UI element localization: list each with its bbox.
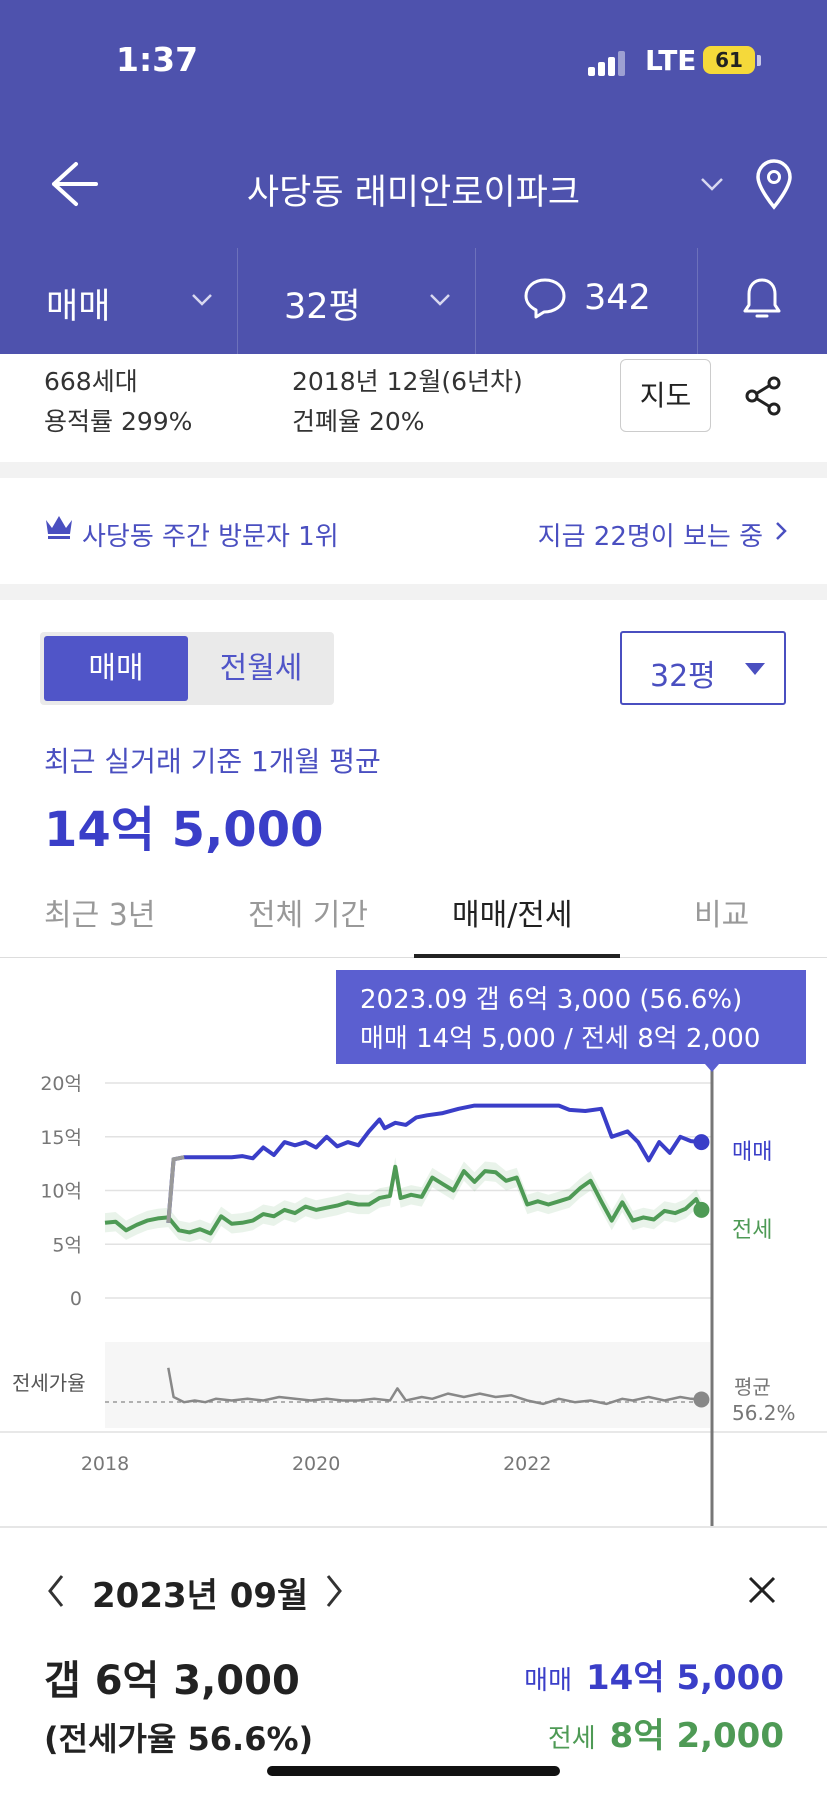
- tooltip-line2: 매매 14억 5,000 / 전세 8억 2,000: [360, 1024, 760, 1054]
- average-price: 14억 5,000: [44, 802, 324, 858]
- sale-marker: [693, 1134, 710, 1151]
- visitor-banner[interactable]: 사당동 주간 방문자 1위 지금 22명이 보는 중: [0, 478, 827, 584]
- detail-divider: [0, 1526, 827, 1528]
- status-bar: 1:37 LTE 61: [0, 0, 827, 120]
- y-tick-label: 15억: [40, 1127, 82, 1149]
- y-tick-label: 20억: [40, 1073, 82, 1095]
- tab-all-period[interactable]: 전체 기간: [248, 898, 368, 933]
- prev-month-button[interactable]: [44, 1572, 68, 1610]
- x-tick-label: 2020: [292, 1453, 340, 1475]
- size-select[interactable]: 32평: [620, 631, 786, 705]
- y-tick-label: 5억: [52, 1234, 82, 1256]
- signal-icon: [588, 50, 628, 76]
- app-header: 1:37 LTE 61 사당동 래미안로이파크 매매 32평: [0, 0, 827, 354]
- crown-icon: [46, 516, 72, 539]
- chart-series: [104, 1103, 704, 1406]
- complex-info: 668세대 용적률 299% 2018년 12월(6년차) 건폐율 20% 지도: [0, 354, 827, 462]
- title-bar: 사당동 래미안로이파크: [0, 140, 827, 230]
- size-select-value: 32평: [650, 659, 716, 694]
- home-indicator: [267, 1766, 560, 1776]
- filter-bar: 매매 32평 342: [0, 248, 827, 354]
- size-label: 32평: [284, 287, 361, 327]
- jeonse-marker: [693, 1201, 710, 1218]
- legend-average: 평균: [734, 1375, 771, 1399]
- chevron-down-icon[interactable]: [698, 174, 726, 194]
- battery-icon: 61: [703, 46, 755, 74]
- y-tick-label: 0: [70, 1288, 82, 1310]
- section-divider: [0, 584, 827, 600]
- ratio-band: [105, 1342, 710, 1428]
- tab-recent-3y[interactable]: 최근 3년: [44, 898, 156, 933]
- x-axis-ticks: 2018 2020 2022: [81, 1453, 552, 1475]
- y-axis-ticks: 20억 15억 10억 5억 0: [40, 1073, 82, 1310]
- back-arrow-icon[interactable]: [48, 160, 100, 208]
- tooltip-pointer: [705, 1064, 719, 1072]
- chevron-down-icon: [192, 294, 212, 306]
- jeonse-price-label: 전세: [547, 1724, 596, 1754]
- households: 668세대: [44, 367, 138, 396]
- legend-average-value: 56.2%: [732, 1401, 796, 1425]
- legend-jeonse: 전세: [732, 1218, 772, 1243]
- live-viewers: 지금 22명이 보는 중: [537, 522, 763, 552]
- map-button[interactable]: 지도: [620, 359, 711, 432]
- trade-type-label: 매매: [46, 287, 111, 327]
- average-label: 최근 실거래 기준 1개월 평균: [44, 745, 381, 778]
- notification-button[interactable]: [698, 248, 827, 354]
- chevron-right-icon: [776, 522, 787, 540]
- tab-sale-jeonse[interactable]: 매매/전세: [452, 898, 573, 933]
- selected-month: 2023년 09월: [92, 1576, 309, 1616]
- comment-count: 342: [584, 278, 651, 318]
- map-pin-icon[interactable]: [754, 158, 794, 210]
- period-tabs: 최근 3년 전체 기간 매매/전세 비교: [0, 880, 827, 958]
- y-tick-label: 10억: [40, 1181, 82, 1203]
- jeonse-ratio: (전세가율 56.6%): [44, 1720, 314, 1758]
- close-icon[interactable]: [746, 1574, 778, 1606]
- ratio-marker: [693, 1391, 710, 1408]
- bell-icon: [743, 278, 781, 318]
- battery-tip: [757, 55, 761, 66]
- page-title[interactable]: 사당동 래미안로이파크: [246, 173, 581, 213]
- section-divider: [0, 462, 827, 478]
- active-tab-indicator: [414, 954, 620, 958]
- chart-grid: [0, 1082, 827, 1433]
- next-month-button[interactable]: [322, 1572, 346, 1610]
- jeonse-price-value: 8억 2,000: [609, 1716, 784, 1756]
- series-line: [167, 1367, 702, 1406]
- chevron-down-icon: [430, 294, 450, 306]
- network-label: LTE: [645, 44, 697, 77]
- price-chart[interactable]: 20억 15억 10억 5억 0 전세가율 2018 2020 2022 2023.09 갭…: [0, 958, 827, 1526]
- jeonse-price-row: 전세 8억 2,000: [548, 1708, 784, 1757]
- x-tick-label: 2022: [503, 1453, 551, 1475]
- segment-sale[interactable]: 매매: [44, 636, 188, 701]
- built-year: 2018년 12월(6년차): [292, 367, 523, 396]
- building-coverage-ratio: 건폐율 20%: [292, 407, 425, 436]
- legend-sale: 매매: [732, 1140, 772, 1165]
- ratio-label: 전세가율: [12, 1371, 86, 1395]
- floor-area-ratio: 용적률 299%: [44, 407, 193, 436]
- series-line: [104, 1164, 704, 1236]
- sale-gap-connector: [166, 1155, 185, 1223]
- gap-amount: 갭 6억 3,000: [44, 1658, 300, 1704]
- comment-bubble-icon: [524, 278, 566, 319]
- trade-segment-control: 매매 전월세: [40, 632, 334, 705]
- trade-type-dropdown[interactable]: 매매: [0, 248, 238, 354]
- sale-price-row: 매매 14억 5,000: [524, 1650, 784, 1699]
- comments-button[interactable]: 342: [476, 248, 698, 354]
- share-icon[interactable]: [742, 374, 786, 418]
- sale-price-label: 매매: [524, 1666, 573, 1696]
- status-time: 1:37: [116, 40, 199, 79]
- x-tick-label: 2018: [81, 1453, 129, 1475]
- series-line: [166, 1103, 702, 1223]
- sale-price-value: 14억 5,000: [586, 1658, 784, 1698]
- caret-down-icon: [745, 663, 765, 675]
- visitor-rank: 사당동 주간 방문자 1위: [82, 522, 339, 552]
- size-dropdown[interactable]: 32평: [238, 248, 476, 354]
- segment-rent[interactable]: 전월세: [219, 651, 303, 686]
- tooltip-box: [336, 970, 806, 1064]
- tooltip-line1: 2023.09 갭 6억 3,000 (56.6%): [360, 985, 742, 1015]
- tab-compare[interactable]: 비교: [694, 898, 750, 933]
